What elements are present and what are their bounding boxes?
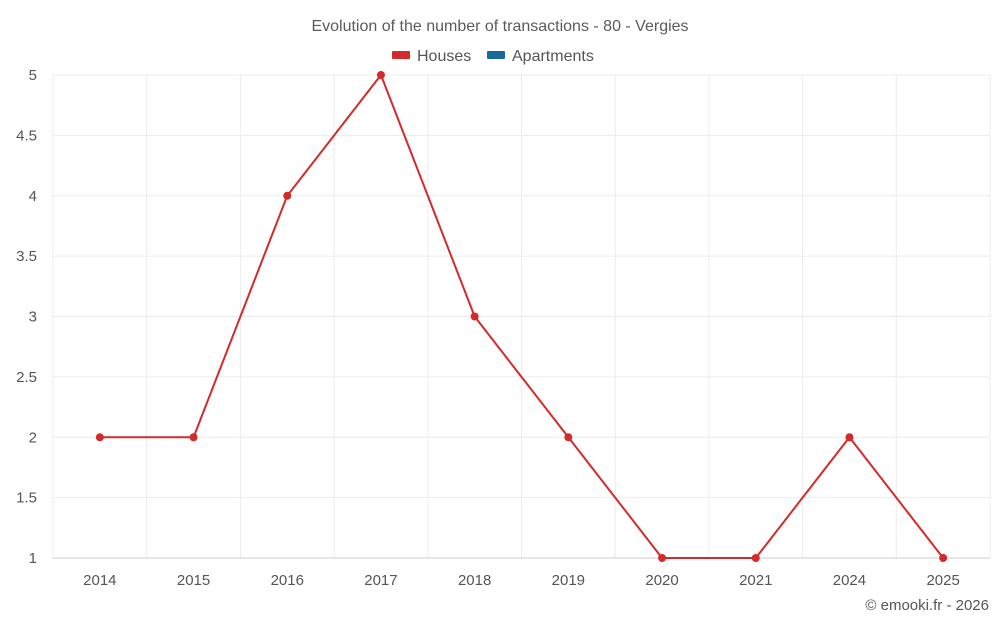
x-tick-label: 2015 <box>177 572 210 589</box>
x-axis-ticks: 2014 2015 2016 2017 2018 2019 2020 2021 2024 2025 <box>83 572 960 589</box>
series-line-houses <box>98 74 945 559</box>
x-tick-label: 2019 <box>552 572 585 589</box>
credit-text: © emooki.fr - 2026 <box>865 597 989 614</box>
y-tick-label: 2 <box>29 429 37 446</box>
y-tick-label: 4.5 <box>16 127 37 144</box>
y-axis-ticks: 1 1.5 2 2.5 3 3.5 4 4.5 5 <box>16 67 37 567</box>
data-point-houses <box>283 191 292 200</box>
x-tick-label: 2021 <box>739 572 772 589</box>
x-tick-label: 2018 <box>458 572 491 589</box>
y-tick-label: 5 <box>29 67 37 84</box>
x-tick-label: 2025 <box>926 572 959 589</box>
data-point-houses <box>376 71 385 79</box>
data-point-houses <box>845 433 854 442</box>
x-tick-label: 2020 <box>645 572 678 589</box>
x-tick-label: 2016 <box>271 572 304 589</box>
x-tick-label: 2024 <box>833 572 866 589</box>
chart-title: Evolution of the number of transactions … <box>311 18 688 35</box>
y-tick-label: 3 <box>29 309 37 326</box>
data-point-houses <box>564 433 573 442</box>
legend-item-apartments[interactable]: Apartments <box>487 48 594 65</box>
data-point-houses <box>939 554 948 562</box>
legend-label-houses: Houses <box>417 48 471 65</box>
x-tick-label: 2017 <box>364 572 397 589</box>
data-point-houses <box>189 433 198 442</box>
data-point-houses <box>95 433 104 442</box>
data-point-houses <box>470 312 479 321</box>
legend-label-apartments: Apartments <box>512 48 594 65</box>
y-tick-label: 3.5 <box>16 248 37 265</box>
legend: Houses Apartments <box>392 48 594 65</box>
y-tick-label: 2.5 <box>16 369 37 386</box>
legend-swatch-apartments <box>487 51 505 59</box>
x-tick-label: 2014 <box>83 572 116 589</box>
y-tick-label: 4 <box>29 188 37 205</box>
x-grid <box>52 75 991 558</box>
legend-item-houses[interactable]: Houses <box>392 48 471 65</box>
legend-swatch-houses <box>392 51 410 59</box>
data-point-houses <box>658 554 667 562</box>
data-point-houses <box>751 554 760 562</box>
y-tick-label: 1 <box>29 550 37 567</box>
y-tick-label: 1.5 <box>16 490 37 507</box>
series-layer <box>95 71 948 562</box>
